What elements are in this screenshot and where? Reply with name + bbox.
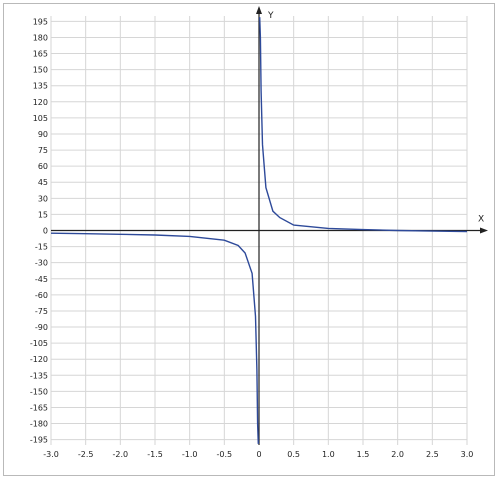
- y-tick-label: -105: [30, 339, 48, 348]
- y-tick-label: 60: [38, 162, 48, 171]
- y-tick-label: 195: [33, 17, 48, 26]
- x-tick-label: -1.0: [182, 450, 198, 459]
- y-tick-label: -75: [35, 307, 48, 316]
- chart-frame: [3, 3, 495, 476]
- x-tick-label: 1.0: [322, 450, 335, 459]
- x-tick-label: -2.5: [78, 450, 94, 459]
- x-tick-label: 1.5: [357, 450, 370, 459]
- y-tick-label: -90: [35, 323, 48, 332]
- x-axis-label: X: [478, 215, 484, 225]
- y-tick-label: -195: [30, 436, 48, 445]
- y-tick-label: 45: [38, 178, 48, 187]
- y-tick-label: 90: [38, 130, 48, 139]
- x-tick-label: -2.0: [113, 450, 129, 459]
- y-tick-label: -15: [35, 243, 48, 252]
- y-tick-label: -135: [30, 371, 48, 380]
- y-tick-label: -45: [35, 275, 48, 284]
- y-tick-label: -180: [30, 420, 48, 429]
- x-tick-label: 0: [256, 450, 261, 459]
- y-tick-label: 0: [43, 227, 48, 236]
- y-tick-label: 15: [38, 210, 48, 219]
- x-tick-label: -1.5: [147, 450, 163, 459]
- x-tick-label: -0.5: [217, 450, 233, 459]
- curve-branch: [50, 232, 259, 444]
- y-tick-label: 150: [33, 66, 48, 75]
- y-axis-label: Y: [267, 11, 274, 21]
- curves: [50, 17, 468, 444]
- x-tick-labels: -3.0 -2.5 -2.0 -1.5 -1.0 -0.5 0 0.5 1.0 1.5 2.0 2.5…: [43, 450, 473, 459]
- x-tick-label: 3.0: [461, 450, 474, 459]
- y-tick-labels: 1951801651501351201059075604530150-15-30…: [30, 17, 48, 444]
- x-tick-label: 2.0: [391, 450, 404, 459]
- y-tick-label: -150: [30, 387, 48, 396]
- x-tick-label: -3.0: [43, 450, 59, 459]
- axes: [51, 6, 488, 445]
- y-tick-label: 105: [33, 114, 48, 123]
- y-axis-arrow: [256, 6, 262, 14]
- y-tick-label: -60: [35, 291, 48, 300]
- y-tick-label: -165: [30, 403, 48, 412]
- y-tick-label: 135: [33, 82, 48, 91]
- y-tick-label: -30: [35, 259, 48, 268]
- x-tick-label: 0.5: [287, 450, 300, 459]
- x-tick-label: 2.5: [426, 450, 439, 459]
- x-axis-arrow: [480, 227, 488, 234]
- y-tick-label: 30: [38, 194, 48, 203]
- y-tick-label: 180: [33, 33, 48, 42]
- y-tick-label: -120: [30, 355, 48, 364]
- y-tick-label: 165: [33, 50, 48, 59]
- curve-branch: [259, 17, 468, 233]
- y-tick-label: 120: [33, 98, 48, 107]
- y-tick-label: 75: [38, 146, 48, 155]
